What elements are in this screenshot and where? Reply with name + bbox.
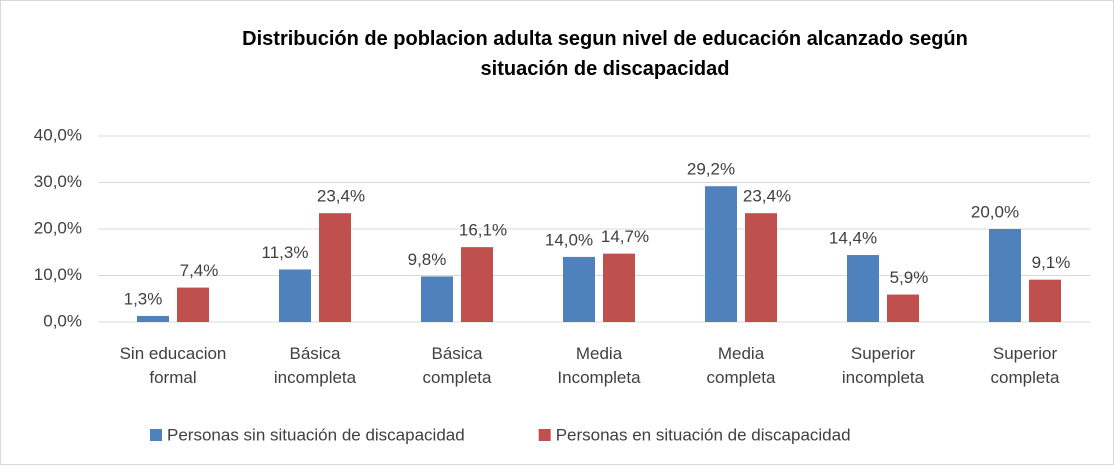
bar (461, 247, 493, 322)
data-label: 7,4% (180, 261, 219, 280)
x-tick-label: Media Incompleta (557, 344, 641, 387)
data-label: 16,1% (459, 221, 507, 240)
bar (421, 276, 453, 322)
x-tick-label: Básica completa (423, 344, 493, 387)
bar (319, 213, 351, 322)
y-tick-label: 20,0% (34, 218, 82, 237)
data-label: 23,4% (317, 187, 365, 206)
data-label: 9,1% (1032, 253, 1071, 272)
data-label: 1,3% (124, 289, 163, 308)
x-tick-label: Superior incompleta (842, 344, 925, 387)
x-tick-label: Básica incompleta (274, 344, 357, 387)
data-label: 14,4% (829, 229, 877, 248)
y-tick-label: 0,0% (43, 311, 82, 330)
data-label: 20,0% (971, 202, 1019, 221)
x-tick-label: Superior completa (991, 344, 1061, 387)
data-label: 11,3% (262, 243, 309, 262)
y-tick-label: 30,0% (34, 172, 82, 191)
bar (137, 315, 169, 322)
data-label: 5,9% (890, 268, 929, 287)
legend-label: Personas sin situación de discapacidad (167, 425, 465, 444)
legend-label: Personas en situación de discapacidad (556, 425, 851, 444)
data-label: 29,2% (687, 160, 735, 179)
bar (745, 213, 777, 322)
bar (1029, 279, 1061, 322)
bar (989, 229, 1021, 322)
x-tick-label: Media completa (707, 344, 777, 387)
data-label: 9,8% (408, 250, 447, 269)
y-tick-label: 40,0% (34, 125, 82, 144)
bar (177, 287, 209, 322)
bar (563, 256, 595, 322)
x-tick-label: Sin educacion formal (120, 344, 227, 387)
bar (603, 253, 635, 322)
bar (847, 255, 879, 322)
data-label: 14,7% (601, 227, 649, 246)
legend-swatch (538, 429, 551, 441)
y-tick-label: 10,0% (34, 265, 82, 284)
bar (279, 269, 311, 322)
data-label: 14,0% (545, 230, 593, 249)
bar (887, 294, 919, 322)
bar (705, 186, 737, 322)
legend-swatch (150, 429, 162, 441)
chart-title: Distribución de poblacion adulta segun n… (242, 28, 968, 80)
data-label: 23,4% (743, 187, 791, 206)
